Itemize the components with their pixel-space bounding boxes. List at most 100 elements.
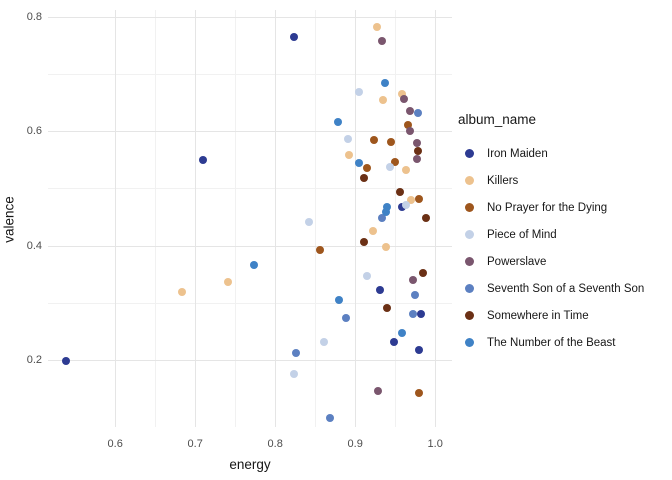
data-point	[397, 203, 406, 212]
legend-dot-icon	[465, 230, 474, 239]
data-point	[414, 146, 423, 155]
data-point	[363, 163, 372, 172]
y-tick-label: 0.6	[26, 125, 42, 138]
data-point	[290, 369, 299, 378]
legend-dot-icon	[465, 203, 474, 212]
x-major-gridline	[195, 10, 197, 427]
legend-item: The Number of the Beast	[458, 329, 668, 356]
data-point	[381, 207, 390, 216]
legend-dot-icon	[465, 176, 474, 185]
data-point	[387, 138, 396, 147]
data-point	[61, 357, 70, 366]
y-major-gridline	[48, 360, 452, 362]
legend-dot-icon	[465, 257, 474, 266]
data-point	[379, 96, 388, 105]
data-point	[224, 277, 232, 286]
data-point	[405, 107, 414, 116]
data-point	[368, 226, 377, 235]
legend-item-label: The Number of the Beast	[487, 336, 616, 349]
data-point	[341, 314, 350, 323]
data-point	[390, 338, 399, 347]
legend: album_name Iron Maiden Killers No Prayer f…	[458, 112, 668, 356]
legend-item: Somewhere in Time	[458, 302, 668, 329]
x-major-gridline	[355, 10, 357, 427]
x-axis-label: energy	[229, 457, 271, 472]
data-point	[407, 195, 416, 204]
data-point	[304, 218, 313, 227]
data-point	[419, 269, 428, 278]
y-major-gridline	[48, 245, 452, 247]
data-point	[335, 296, 344, 304]
x-major-gridline	[115, 10, 117, 427]
data-point	[360, 173, 368, 182]
data-point	[316, 245, 324, 254]
x-major-gridline	[275, 10, 277, 427]
legend-title: album_name	[458, 112, 537, 127]
x-minor-gridline	[395, 10, 397, 427]
legend-item-label: No Prayer for the Dying	[487, 201, 608, 214]
legend-item-label: Iron Maiden	[487, 147, 548, 160]
data-point	[374, 386, 383, 395]
legend-item-label: Powerslave	[487, 255, 547, 268]
legend-dot-icon	[465, 149, 474, 158]
data-point	[360, 237, 368, 246]
data-point	[381, 242, 390, 251]
y-minor-gridline	[48, 302, 452, 304]
data-point	[369, 136, 378, 145]
data-point	[372, 23, 381, 32]
data-point	[355, 87, 364, 96]
data-point	[401, 165, 410, 174]
y-minor-gridline	[48, 74, 452, 76]
data-point	[415, 389, 424, 398]
y-tick-label: 0.4	[26, 239, 42, 252]
legend-item: Killers	[458, 167, 668, 194]
x-tick-label: 0.6	[107, 438, 123, 450]
y-major-gridline	[48, 131, 452, 133]
x-tick-label: 0.8	[267, 438, 283, 450]
data-point	[292, 348, 300, 357]
data-point	[412, 138, 421, 147]
legend-item-label: Killers	[487, 174, 519, 187]
data-point	[344, 150, 353, 159]
x-minor-gridline	[155, 10, 157, 427]
data-point	[391, 158, 400, 167]
data-point	[334, 117, 343, 126]
data-point	[400, 94, 408, 103]
data-point	[406, 127, 415, 136]
data-point	[377, 213, 386, 222]
data-point	[383, 304, 392, 313]
legend-dot-icon	[465, 284, 474, 293]
data-point	[363, 271, 372, 280]
data-point	[412, 155, 421, 164]
data-point	[320, 338, 328, 347]
data-point	[421, 214, 430, 223]
y-major-gridline	[48, 16, 452, 18]
data-point	[326, 414, 335, 423]
x-major-gridline	[435, 10, 437, 427]
data-point	[411, 290, 420, 299]
legend-dot-icon	[465, 338, 474, 347]
data-point	[376, 285, 384, 294]
legend-item-label: Piece of Mind	[487, 228, 557, 241]
y-minor-gridline	[48, 188, 452, 190]
data-point	[355, 158, 364, 167]
y-tick-label: 0.2	[26, 354, 42, 367]
x-tick-label: 0.7	[187, 438, 203, 450]
data-point	[408, 275, 417, 284]
data-point	[415, 195, 424, 204]
data-point	[344, 135, 352, 144]
legend-item: Powerslave	[458, 248, 668, 275]
legend-item: No Prayer for the Dying	[458, 194, 668, 221]
legend-item: Piece of Mind	[458, 221, 668, 248]
y-tick-label: 0.8	[26, 10, 42, 23]
data-point	[289, 33, 298, 42]
data-point	[408, 310, 417, 319]
legend-item-label: Seventh Son of a Seventh Son	[487, 282, 645, 295]
data-point	[397, 89, 406, 98]
data-point	[396, 187, 404, 196]
legend-items: Iron Maiden Killers No Prayer for the Dyin…	[458, 140, 668, 356]
data-point	[413, 108, 422, 117]
data-point	[397, 328, 406, 337]
data-point	[416, 310, 425, 319]
